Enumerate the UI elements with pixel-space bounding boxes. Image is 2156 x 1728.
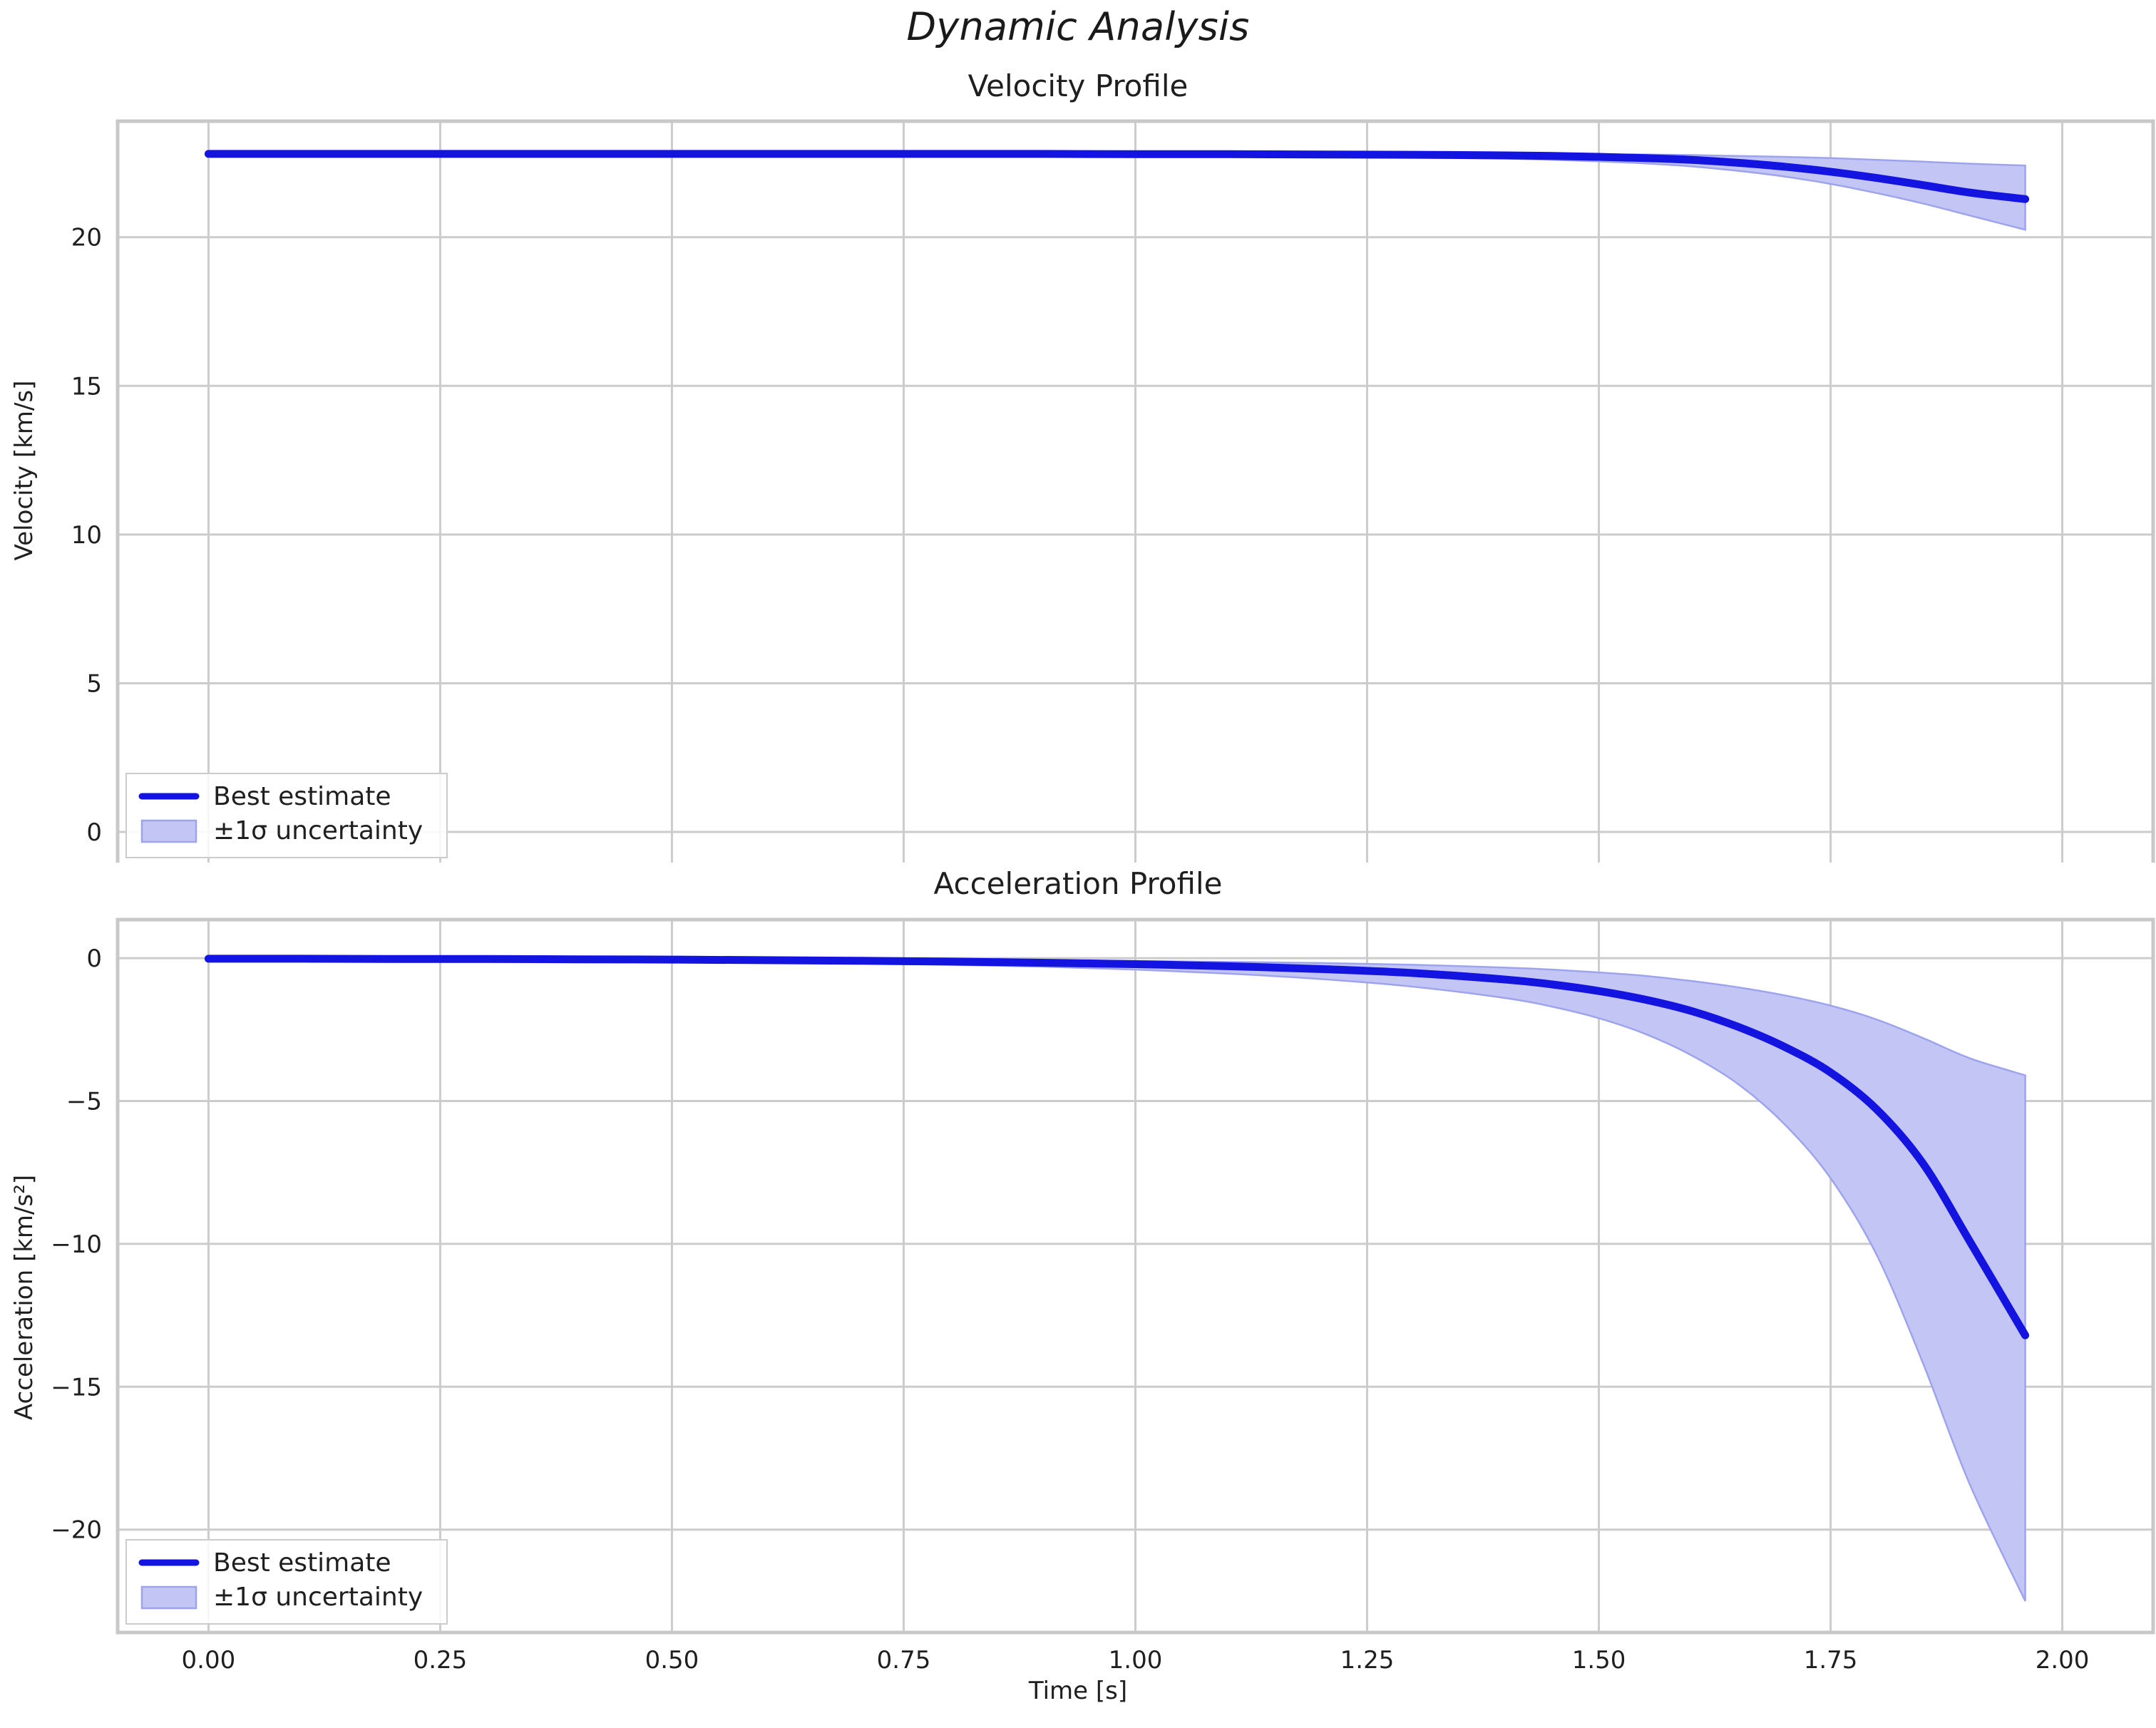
y-tick-label: 20	[71, 224, 102, 252]
legend-label-best-estimate: Best estimate	[213, 782, 391, 811]
y-tick-label: 0	[86, 945, 102, 973]
velocity-subplot-title: Velocity Profile	[967, 68, 1189, 103]
velocity-gridlines	[118, 121, 2153, 863]
legend-frame	[125, 1539, 448, 1625]
x-tick-label: 0.00	[182, 1646, 236, 1675]
x-tick-label: 0.50	[645, 1646, 699, 1675]
y-tick-label: 5	[86, 669, 102, 698]
x-tick-label: 0.75	[877, 1646, 931, 1675]
x-tick-label: 1.75	[1804, 1646, 1858, 1675]
y-tick-label: −20	[51, 1516, 102, 1545]
x-axis-label: Time [s]	[1028, 1677, 1128, 1705]
x-tick-label: 1.50	[1572, 1646, 1626, 1675]
acceleration-axes: 0 −5 −10 −15 −20 0.00 0.25 0.50 0.75 1.00 1.25 1.50…	[51, 917, 2155, 1675]
acceleration-best-estimate-line	[204, 955, 2030, 1339]
velocity-plot: 0 5 10 15 20 Best estimate ±1σ uncertainty	[71, 119, 2155, 863]
x-tick-label: 1.25	[1340, 1646, 1395, 1675]
velocity-axes: 0 5 10 15 20 Best estimate ±1σ uncertainty	[71, 119, 2155, 863]
velocity-tick-labels: 0 5 10 15 20	[71, 224, 102, 847]
y-tick-label: −10	[51, 1230, 102, 1259]
y-tick-label: −5	[66, 1088, 102, 1116]
y-tick-label: −15	[51, 1373, 102, 1402]
figure-suptitle: Dynamic Analysis	[906, 4, 1250, 49]
x-tick-label: 2.00	[2036, 1646, 2090, 1675]
acceleration-subplot-title: Acceleration Profile	[933, 866, 1223, 901]
velocity-axes-frame	[115, 119, 2155, 863]
velocity-best-estimate-line	[204, 150, 2030, 203]
velocity-legend[interactable]: Best estimate ±1σ uncertainty	[125, 773, 448, 858]
y-tick-label: 15	[71, 372, 102, 401]
acceleration-tick-labels: 0 −5 −10 −15 −20 0.00 0.25 0.50 0.75 1.00 1.25 1.50…	[51, 945, 2089, 1675]
legend-frame	[125, 773, 448, 858]
y-tick-label: 10	[71, 521, 102, 550]
x-tick-label: 1.00	[1109, 1646, 1163, 1675]
x-tick-label: 0.25	[414, 1646, 468, 1675]
legend-label-best-estimate: Best estimate	[213, 1548, 391, 1578]
legend-band-swatch	[140, 1585, 197, 1610]
acceleration-legend[interactable]: Best estimate ±1σ uncertainty	[125, 1539, 448, 1625]
acceleration-axes-frame	[115, 917, 2155, 1635]
y-tick-label: 0	[86, 818, 102, 847]
legend-band-swatch	[140, 819, 197, 843]
legend-label-uncertainty: ±1σ uncertainty	[213, 1583, 423, 1612]
legend-label-uncertainty: ±1σ uncertainty	[213, 816, 423, 845]
